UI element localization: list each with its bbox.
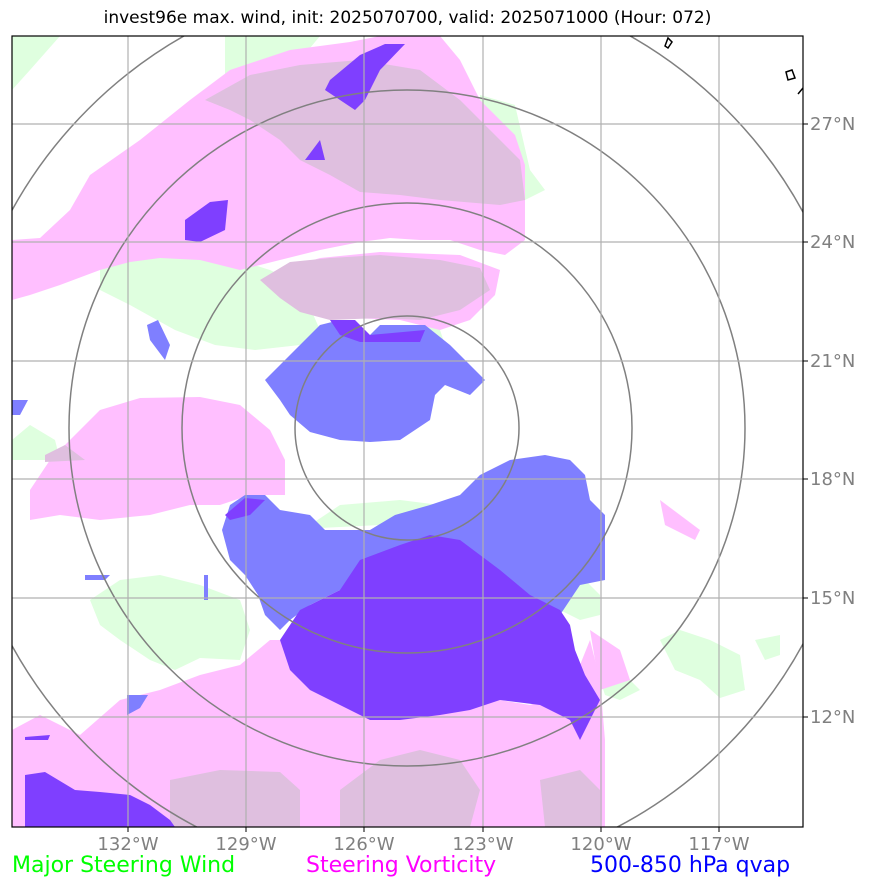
legend-qvap: 500-850 hPa qvap xyxy=(590,853,791,878)
longitude-label: 120°W xyxy=(570,834,631,855)
range-rings xyxy=(12,36,803,827)
coastline-fragment xyxy=(785,69,796,81)
range-ring xyxy=(294,315,520,541)
range-ring xyxy=(181,202,633,654)
range-ring xyxy=(68,89,746,767)
qvap-dark-region xyxy=(25,735,50,740)
coastline-fragment xyxy=(797,87,803,95)
qvap-region xyxy=(204,575,208,600)
steering-wind-region xyxy=(12,36,60,90)
steering-wind-region xyxy=(100,240,320,350)
qvap-dark-region xyxy=(225,498,265,520)
vorticity-region xyxy=(590,630,630,690)
qvap-dark-region xyxy=(25,772,175,827)
overlap-region xyxy=(45,445,85,462)
longitude-label: 123°W xyxy=(452,834,513,855)
overlap-region xyxy=(540,770,600,827)
overlap-region xyxy=(205,60,525,205)
longitude-label: 117°W xyxy=(688,834,749,855)
qvap-dark-region xyxy=(330,320,425,342)
latitude-label: 24°N xyxy=(810,232,855,253)
coastline xyxy=(664,36,803,95)
vorticity-region xyxy=(30,397,285,520)
longitude-label: 126°W xyxy=(333,834,394,855)
steering-wind-region xyxy=(90,575,250,670)
overlap-region xyxy=(340,750,480,827)
latitude-label: 15°N xyxy=(810,588,855,609)
legend-steering-vorticity: Steering Vorticity xyxy=(306,853,497,878)
qvap-region xyxy=(12,400,28,415)
longitude-label: 129°W xyxy=(215,834,276,855)
gridlines xyxy=(12,36,803,827)
qvap-dark-layer xyxy=(25,44,600,827)
steering-wind-region xyxy=(12,425,60,460)
latitude-label: 18°N xyxy=(810,469,855,490)
map-plot-area xyxy=(12,36,803,827)
vorticity-overlap-layer xyxy=(45,60,600,827)
vorticity-region xyxy=(660,500,700,540)
latitude-label: 12°N xyxy=(810,707,855,728)
qvap-region xyxy=(265,320,485,442)
qvap-region xyxy=(85,575,110,580)
qvap-dark-region xyxy=(325,44,405,110)
plot-frame xyxy=(11,35,804,828)
legend-steering-wind: Major Steering Wind xyxy=(12,853,236,878)
coastline-fragment xyxy=(664,36,673,50)
qvap-dark-region xyxy=(185,200,228,242)
steering-wind-region xyxy=(660,630,745,698)
map-title: invest96e max. wind, init: 2025070700, v… xyxy=(103,8,712,28)
qvap-dark-region xyxy=(280,535,600,740)
qvap-dark-region xyxy=(305,140,325,160)
qvap-region xyxy=(147,320,170,360)
latitude-label: 21°N xyxy=(810,351,855,372)
longitude-label: 132°W xyxy=(97,834,158,855)
overlap-region xyxy=(260,255,490,320)
axis-ticks xyxy=(127,123,808,832)
overlap-region xyxy=(170,770,300,827)
qvap-region xyxy=(127,695,148,715)
latitude-label: 27°N xyxy=(810,114,855,135)
steering-wind-region xyxy=(755,635,780,660)
